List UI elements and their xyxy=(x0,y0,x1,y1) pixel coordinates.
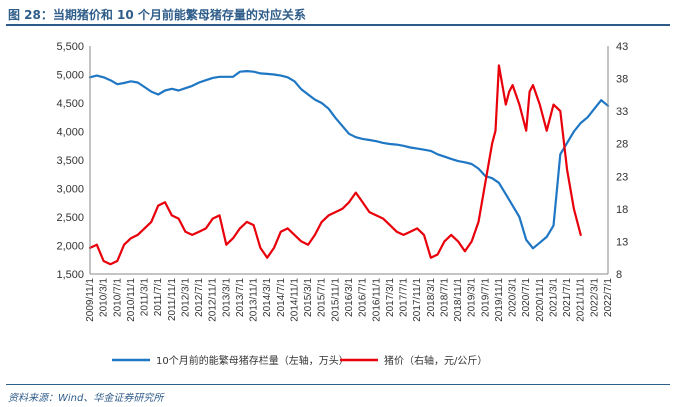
left-tick-label: 3,500 xyxy=(56,155,84,167)
right-tick-label: 28 xyxy=(616,139,628,151)
x-tick-label: 2011/3/1 xyxy=(140,278,151,317)
x-tick-label: 2012/11/1 xyxy=(208,278,219,322)
x-tick-label: 2019/3/1 xyxy=(467,278,478,317)
right-tick-label: 13 xyxy=(616,236,628,248)
x-tick-label: 2017/11/1 xyxy=(412,278,423,322)
x-tick-label: 2011/11/1 xyxy=(167,278,178,321)
x-tick-label: 2020/7/1 xyxy=(521,278,532,317)
left-tick-label: 4,000 xyxy=(56,127,84,139)
x-tick-label: 2016/11/1 xyxy=(371,278,382,322)
left-tick-label: 3,000 xyxy=(56,184,84,196)
x-tick-label: 2021/7/1 xyxy=(562,278,573,317)
left-tick-label: 1,500 xyxy=(56,269,84,281)
title-divider xyxy=(6,24,670,26)
x-tick-label: 2018/11/1 xyxy=(453,278,464,322)
right-tick-label: 33 xyxy=(616,106,628,118)
left-tick-label: 5,500 xyxy=(56,41,84,53)
legend-label-sow-inventory: 10个月前的能繁母猪存栏量（左轴，万头） xyxy=(156,354,349,367)
right-axis: 8 13 18 23 28 33 38 43 xyxy=(607,41,628,281)
x-tick-label: 2022/7/1 xyxy=(603,278,614,317)
right-tick-label: 8 xyxy=(616,269,622,281)
right-tick-label: 18 xyxy=(616,204,628,216)
x-tick-label: 2012/7/1 xyxy=(194,278,205,317)
x-tick-label: 2018/3/1 xyxy=(426,278,437,317)
x-tick-label: 2013/7/1 xyxy=(235,278,246,317)
x-axis: 2009/11/1 2010/3/1 2010/7/1 2010/11/1 2011/3… xyxy=(85,273,614,322)
x-tick-label: 2022/3/1 xyxy=(589,278,600,317)
x-tick-label: 2014/3/1 xyxy=(262,278,273,317)
legend: 10个月前的能繁母猪存栏量（左轴，万头） 猪价（右轴，元/公斤） xyxy=(112,354,487,367)
x-tick-label: 2019/7/1 xyxy=(480,278,491,317)
x-tick-label: 2009/11/1 xyxy=(85,278,96,322)
chart-title: 图 28：当期猪价和 10 个月前能繁母猪存量的对应关系 xyxy=(8,8,306,22)
x-tick-label: 2011/7/1 xyxy=(153,278,164,317)
right-tick-label: 43 xyxy=(616,41,628,53)
left-tick-label: 5,000 xyxy=(56,70,84,82)
x-tick-label: 2013/3/1 xyxy=(221,278,232,317)
x-tick-label: 2021/3/1 xyxy=(548,278,559,317)
x-tick-label: 2010/3/1 xyxy=(99,278,110,317)
x-tick-label: 2017/3/1 xyxy=(385,278,396,317)
chart-svg: 1,500 2,000 2,500 3,000 3,500 4,000 4,500 5,000… xyxy=(56,41,628,367)
x-tick-label: 2015/7/1 xyxy=(317,278,328,317)
footer-divider xyxy=(6,384,670,385)
source-note: 资料来源：Wind、华金证券研究所 xyxy=(8,393,164,404)
right-tick-label: 23 xyxy=(616,171,628,183)
plot-area xyxy=(88,64,610,266)
x-tick-label: 2020/11/1 xyxy=(535,278,546,322)
x-tick-label: 2010/11/1 xyxy=(126,278,137,322)
x-tick-label: 2012/3/1 xyxy=(180,278,191,317)
series-line-pig-price xyxy=(88,64,582,266)
x-tick-label: 2014/11/1 xyxy=(289,278,300,322)
left-tick-label: 4,500 xyxy=(56,98,84,110)
x-tick-label: 2019/11/1 xyxy=(494,278,505,322)
x-tick-label: 2010/7/1 xyxy=(112,278,123,317)
x-tick-label: 2015/11/1 xyxy=(330,278,341,322)
left-tick-label: 2,000 xyxy=(56,241,84,253)
x-tick-label: 2021/11/1 xyxy=(576,278,587,322)
x-tick-label: 2016/3/1 xyxy=(344,278,355,317)
series-line-sow-inventory xyxy=(88,69,610,250)
x-tick-label: 2014/7/1 xyxy=(276,278,287,317)
x-tick-label: 2017/7/1 xyxy=(399,278,410,317)
x-tick-label: 2016/7/1 xyxy=(358,278,369,317)
left-tick-label: 2,500 xyxy=(56,212,84,224)
legend-label-pig-price: 猪价（右轴，元/公斤） xyxy=(384,354,487,367)
x-tick-label: 2015/3/1 xyxy=(303,278,314,317)
right-tick-label: 38 xyxy=(616,74,628,86)
x-tick-label: 2013/11/1 xyxy=(249,278,260,322)
x-tick-label: 2018/7/1 xyxy=(439,278,450,317)
left-axis: 1,500 2,000 2,500 3,000 3,500 4,000 4,500 5,000… xyxy=(56,41,91,281)
x-tick-label: 2020/3/1 xyxy=(508,278,519,317)
